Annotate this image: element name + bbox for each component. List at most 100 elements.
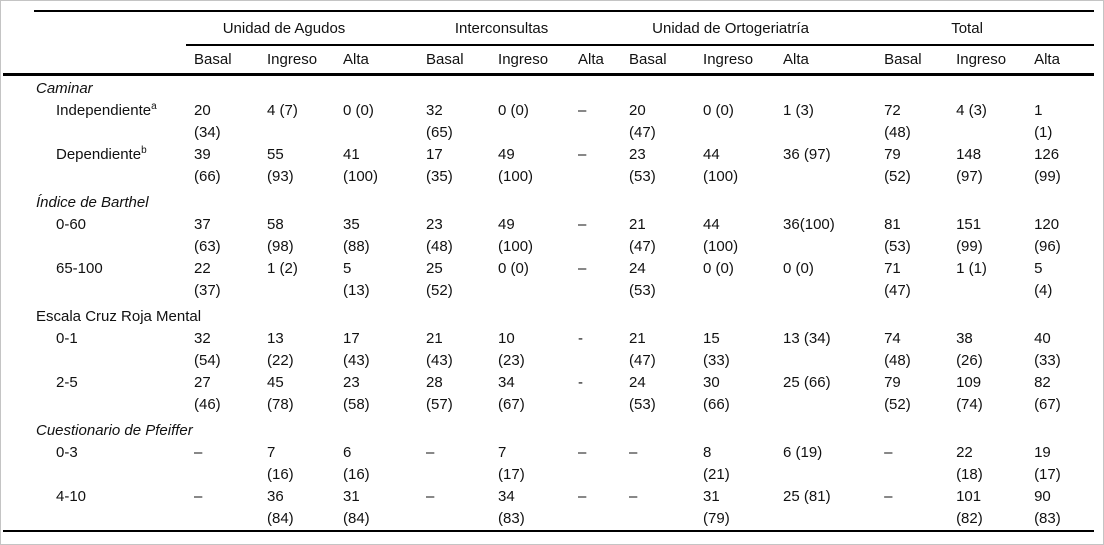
corner-cell bbox=[3, 45, 186, 76]
table-cell: 79 (52) bbox=[884, 374, 911, 413]
table-cell: 19 (17) bbox=[1034, 444, 1061, 483]
table-cell: 13 (22) bbox=[267, 330, 294, 369]
section-title: Cuestionario de Pfeiffer bbox=[36, 422, 193, 439]
table-cell: – bbox=[578, 488, 587, 505]
group-header-unidad-agudos: Unidad de Agudos bbox=[186, 12, 419, 46]
table-cell: 25 (81) bbox=[783, 488, 831, 505]
table-cell: 1 (1) bbox=[956, 260, 987, 277]
table-cell: 49 (100) bbox=[498, 146, 534, 185]
footnote-marker: a bbox=[151, 101, 157, 112]
table-cell: 38 (26) bbox=[956, 330, 983, 369]
table-cell: 39 (66) bbox=[194, 146, 221, 185]
table-cell: 49 (100) bbox=[498, 216, 534, 255]
subheader-ingreso: Ingreso bbox=[695, 45, 776, 76]
row-label: 0-3 bbox=[56, 444, 78, 461]
table-cell: 72 (48) bbox=[884, 102, 911, 141]
table-cell: 21 (47) bbox=[629, 330, 656, 369]
table-cell: 1 (2) bbox=[267, 260, 298, 277]
table-cell: – bbox=[884, 488, 893, 505]
section-header-row: Índice de Barthel bbox=[3, 188, 1094, 214]
section-header-row: Cuestionario de Pfeiffer bbox=[3, 416, 1094, 442]
table-cell: 17 (43) bbox=[343, 330, 370, 369]
row-label: 2-5 bbox=[56, 374, 78, 391]
subheader-row: Basal Ingreso Alta Basal Ingreso Alta Ba… bbox=[3, 45, 1095, 76]
table-row: 0-3 – 7 (16) 6 (16) – 7 (17) – – 8 (21) 6 (19) – 22… bbox=[3, 442, 1094, 486]
table-cell: – bbox=[629, 488, 638, 505]
table-cell: 31 (84) bbox=[343, 488, 370, 527]
table-cell: 30 (66) bbox=[703, 374, 730, 413]
table-cell: 22 (37) bbox=[194, 260, 221, 299]
table-cell: 5 (4) bbox=[1034, 260, 1053, 299]
table-cell: 58 (98) bbox=[267, 216, 294, 255]
table-cell: 25 (66) bbox=[783, 374, 831, 391]
section-header-row: Caminar bbox=[3, 74, 1094, 100]
table-cell: – bbox=[426, 444, 435, 461]
table-cell: 34 (67) bbox=[498, 374, 525, 413]
table-cell: 22 (18) bbox=[956, 444, 983, 483]
table-cell: 37 (63) bbox=[194, 216, 221, 255]
table-cell: – bbox=[578, 216, 587, 233]
row-label: Independientea bbox=[56, 101, 157, 120]
table-cell: 151 (99) bbox=[956, 216, 983, 255]
table-cell: – bbox=[578, 102, 587, 119]
table-cell: 126 (99) bbox=[1034, 146, 1061, 185]
table-cell: 0 (0) bbox=[498, 260, 529, 277]
table-cell: 21 (43) bbox=[426, 330, 453, 369]
table-cell: 24 (53) bbox=[629, 374, 656, 413]
table-cell: 36 (97) bbox=[783, 146, 831, 163]
subheader-basal: Basal bbox=[621, 45, 696, 76]
table-cell: 5 (13) bbox=[343, 260, 370, 299]
subheader-alta: Alta bbox=[775, 45, 877, 76]
table-cell: – bbox=[426, 488, 435, 505]
section-title: Caminar bbox=[36, 80, 93, 97]
table-cell: 20 (47) bbox=[629, 102, 656, 141]
results-table: Unidad de Agudos Interconsultas Unidad d… bbox=[3, 12, 1095, 532]
table-cell: 20 (34) bbox=[194, 102, 221, 141]
row-label: 4-10 bbox=[56, 488, 87, 505]
section-title: Escala Cruz Roja Mental bbox=[36, 308, 202, 325]
table-cell: 45 (78) bbox=[267, 374, 294, 413]
subheader-basal: Basal bbox=[418, 45, 491, 76]
row-label: Dependienteb bbox=[56, 145, 147, 164]
group-header-total: Total bbox=[876, 12, 1095, 46]
table-cell: 13 (34) bbox=[783, 330, 831, 347]
table-cell: – bbox=[629, 444, 638, 461]
table-cell: 0 (0) bbox=[783, 260, 814, 277]
subheader-ingreso: Ingreso bbox=[259, 45, 335, 76]
table-cell: 79 (52) bbox=[884, 146, 911, 185]
subheader-alta: Alta bbox=[335, 45, 419, 76]
table-cell: 82 (67) bbox=[1034, 374, 1061, 413]
table-cell: 4 (7) bbox=[267, 102, 298, 119]
table-cell: 31 (79) bbox=[703, 488, 730, 527]
table-cell: 1 (3) bbox=[783, 102, 814, 119]
table-cell: 17 (35) bbox=[426, 146, 453, 185]
column-group-header-row: Unidad de Agudos Interconsultas Unidad d… bbox=[3, 12, 1095, 46]
table-cell: 21 (47) bbox=[629, 216, 656, 255]
table-top-rule bbox=[34, 10, 1094, 12]
table-cell: – bbox=[578, 260, 587, 277]
table-cell: 71 (47) bbox=[884, 260, 911, 299]
row-label: 0-60 bbox=[56, 216, 87, 233]
subheader-ingreso: Ingreso bbox=[948, 45, 1027, 76]
subheader-alta: Alta bbox=[570, 45, 622, 76]
section-header-row: Escala Cruz Roja Mental bbox=[3, 302, 1094, 328]
subheader-basal: Basal bbox=[876, 45, 949, 76]
group-header-ortogeriatria: Unidad de Ortogeriatría bbox=[621, 12, 877, 46]
table-cell: 25 (52) bbox=[426, 260, 453, 299]
table-cell: 27 (46) bbox=[194, 374, 221, 413]
table-cell: 81 (53) bbox=[884, 216, 911, 255]
footnote-marker: b bbox=[141, 145, 147, 156]
table-cell: 28 (57) bbox=[426, 374, 453, 413]
table-row: 0-1 32 (54) 13 (22) 17 (43) 21 (43) 10 (23) - 2… bbox=[3, 328, 1094, 372]
table-cell: 4 (3) bbox=[956, 102, 987, 119]
table-cell: 32 (65) bbox=[426, 102, 453, 141]
table-row: 0-60 37 (63) 58 (98) 35 (88) 23 (48) 49 (100)… bbox=[3, 214, 1094, 258]
table-cell: 24 (53) bbox=[629, 260, 656, 299]
row-label: 0-1 bbox=[56, 330, 78, 347]
table-cell: 148 (97) bbox=[956, 146, 983, 185]
table-cell: 23 (48) bbox=[426, 216, 453, 255]
table-cell: 0 (0) bbox=[703, 102, 734, 119]
corner-cell bbox=[3, 12, 186, 45]
table-row: Dependienteb 39 (66) 55 (93) 41 (100) 17 (35… bbox=[3, 144, 1094, 188]
